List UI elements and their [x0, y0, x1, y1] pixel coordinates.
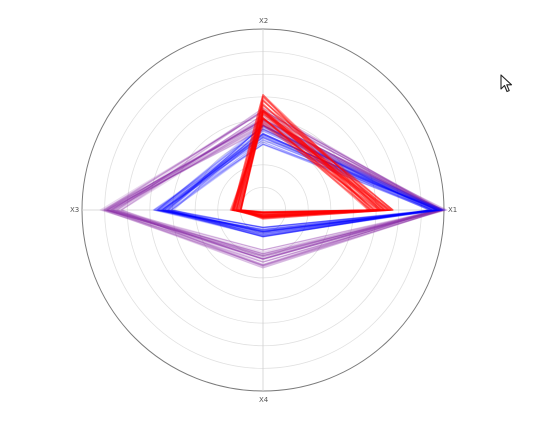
- axis-label-x1: X1: [448, 206, 457, 214]
- axis-label-x2: X2: [259, 17, 268, 25]
- series-line: [153, 137, 439, 237]
- series-line: [108, 128, 444, 255]
- series-line: [160, 144, 435, 232]
- series-line: [120, 116, 447, 262]
- series-line: [103, 121, 444, 263]
- series-line: [153, 134, 433, 231]
- series-line: [119, 113, 442, 268]
- series-line: [117, 114, 444, 267]
- series-line: [233, 107, 384, 214]
- series-line: [171, 141, 431, 229]
- series-line: [161, 130, 440, 228]
- series-line: [231, 94, 385, 219]
- series-line: [158, 128, 443, 231]
- series-line: [158, 136, 437, 234]
- series-line: [155, 139, 441, 236]
- series-line: [167, 129, 441, 229]
- axis-label-x3: X3: [70, 206, 79, 214]
- series-line: [103, 120, 440, 254]
- series-line: [107, 123, 444, 269]
- axis-label-x4: X4: [259, 396, 269, 404]
- series-line: [169, 124, 438, 229]
- series-line: [168, 143, 432, 236]
- series-line: [102, 111, 437, 266]
- series-line: [120, 120, 440, 257]
- series-line: [106, 128, 438, 251]
- series-line: [101, 122, 438, 267]
- series-line: [106, 129, 443, 258]
- series-core-line: [110, 118, 442, 260]
- series-line: [115, 121, 439, 257]
- series-line: [161, 130, 438, 229]
- series-line: [157, 126, 434, 238]
- series-core-line: [234, 109, 382, 217]
- series-line: [105, 110, 444, 257]
- series-line: [167, 124, 441, 236]
- series-line: [173, 128, 445, 234]
- mouse-pointer-icon: [500, 74, 513, 93]
- series-line: [103, 109, 441, 256]
- series-line: [232, 118, 379, 213]
- series-line: [156, 126, 438, 231]
- series-line: [156, 125, 435, 235]
- series-2: [99, 107, 448, 269]
- series-line: [231, 116, 372, 214]
- radar-series: [99, 94, 448, 269]
- series-line: [105, 110, 442, 253]
- series-line: [167, 124, 432, 238]
- series-line: [160, 137, 430, 237]
- series-line: [103, 110, 444, 269]
- series-line: [167, 128, 433, 236]
- series-1: [152, 122, 446, 238]
- series-line: [116, 109, 439, 265]
- axis-labels: X1 X2 X3 X4: [70, 17, 457, 404]
- series-line: [233, 104, 394, 214]
- series-line: [170, 139, 443, 228]
- series-line: [232, 100, 394, 219]
- series-line: [114, 109, 443, 251]
- series-line: [156, 124, 433, 230]
- series-line: [161, 138, 433, 238]
- series-line: [108, 126, 446, 255]
- series-0: [229, 94, 394, 220]
- series-line: [105, 119, 436, 257]
